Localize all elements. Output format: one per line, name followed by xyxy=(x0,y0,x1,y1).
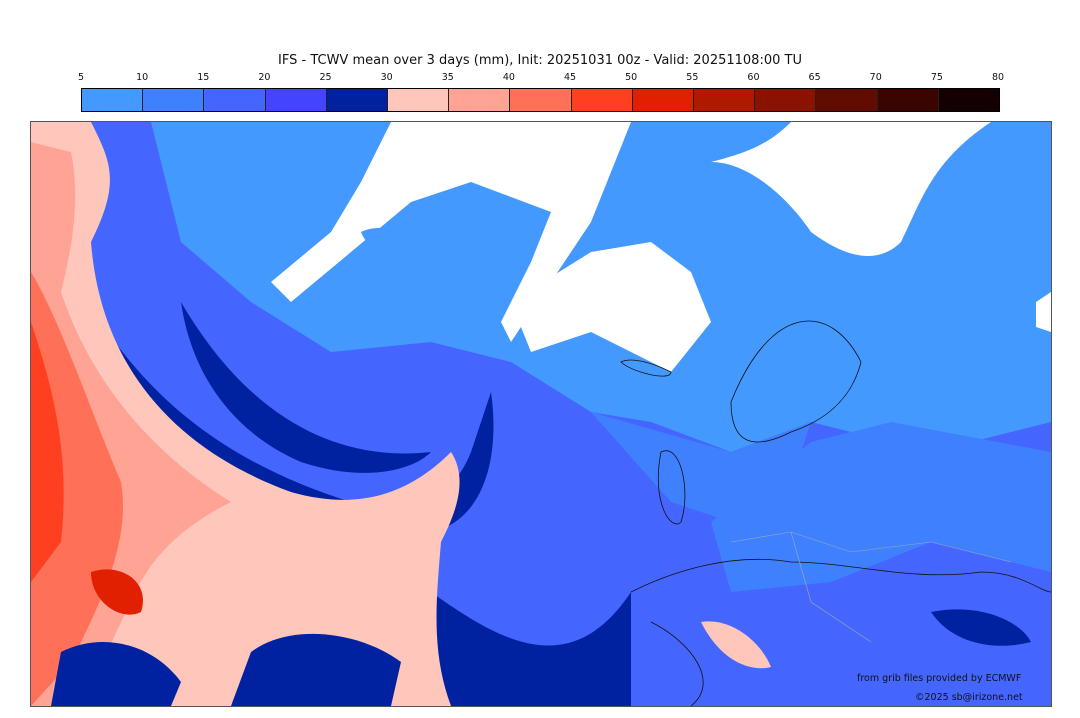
tcwv-map xyxy=(30,121,1052,707)
colorbar-tick-label: 30 xyxy=(380,72,393,83)
colorbar-tick-label: 10 xyxy=(136,72,149,83)
colorbar-tick-label: 45 xyxy=(564,72,577,83)
colorbar-bin xyxy=(449,89,511,111)
colorbar-bin xyxy=(938,89,1000,111)
colorbar-bin xyxy=(510,89,572,111)
colorbar-tick-label: 40 xyxy=(502,72,515,83)
colorbar-tick-label: 15 xyxy=(197,72,210,83)
colorbar-tick-label: 60 xyxy=(747,72,760,83)
field-25-30-pocket2 xyxy=(51,642,181,706)
source-credit: from grib files provided by ECMWF xyxy=(857,673,1022,684)
copyright-credit: ©2025 sb@irizone.net xyxy=(915,692,1023,703)
colorbar-bin xyxy=(204,89,266,111)
field-25-30-east xyxy=(931,609,1031,646)
colorbar-bin xyxy=(388,89,450,111)
colorbar xyxy=(81,88,1000,112)
colorbar-bin xyxy=(755,89,817,111)
colorbar-tick-label: 5 xyxy=(77,72,85,83)
colorbar-bin xyxy=(143,89,205,111)
colorbar-tick-label: 25 xyxy=(319,72,332,83)
field-below-5-arctic xyxy=(711,122,991,256)
colorbar-tick-label: 75 xyxy=(930,72,943,83)
field-below-5-russia xyxy=(1036,292,1051,332)
colorbar-tick-label: 20 xyxy=(258,72,271,83)
field-30-35-med xyxy=(701,621,771,669)
field-25-30-south xyxy=(411,592,631,706)
field-5-10-pocket xyxy=(361,227,416,256)
colorbar-tick-label: 55 xyxy=(686,72,699,83)
colorbar-bin xyxy=(877,89,939,111)
colorbar-tick-label: 35 xyxy=(441,72,454,83)
colorbar-ticks: 5 10 15 20 25 30 35 40 45 50 55 60 65 70 75 80 xyxy=(77,72,1004,84)
colorbar-tick-label: 80 xyxy=(991,72,1005,83)
field-below-5-greenland-east xyxy=(511,242,711,372)
colorbar-bin xyxy=(632,89,695,111)
colorbar-bin xyxy=(326,89,389,111)
colorbar-bin xyxy=(694,89,756,111)
colorbar-tick-label: 50 xyxy=(625,72,638,83)
map-canvas xyxy=(31,122,1051,706)
coastlines xyxy=(620,320,1051,706)
colorbar-tick-label: 65 xyxy=(808,72,821,83)
field-25-30-inner xyxy=(181,302,431,473)
colorbar-bin xyxy=(816,89,878,111)
colorbar-bin xyxy=(571,89,633,111)
field-50-55 xyxy=(91,569,143,615)
colorbar-bin xyxy=(265,89,327,111)
colorbar-tick-label: 70 xyxy=(869,72,882,83)
map-title: IFS - TCWV mean over 3 days (mm), Init: … xyxy=(278,53,802,68)
field-25-30-pocket xyxy=(231,633,401,706)
country-borders xyxy=(730,531,1012,643)
colorbar-bin xyxy=(82,89,144,111)
field-45-50 xyxy=(31,322,64,582)
